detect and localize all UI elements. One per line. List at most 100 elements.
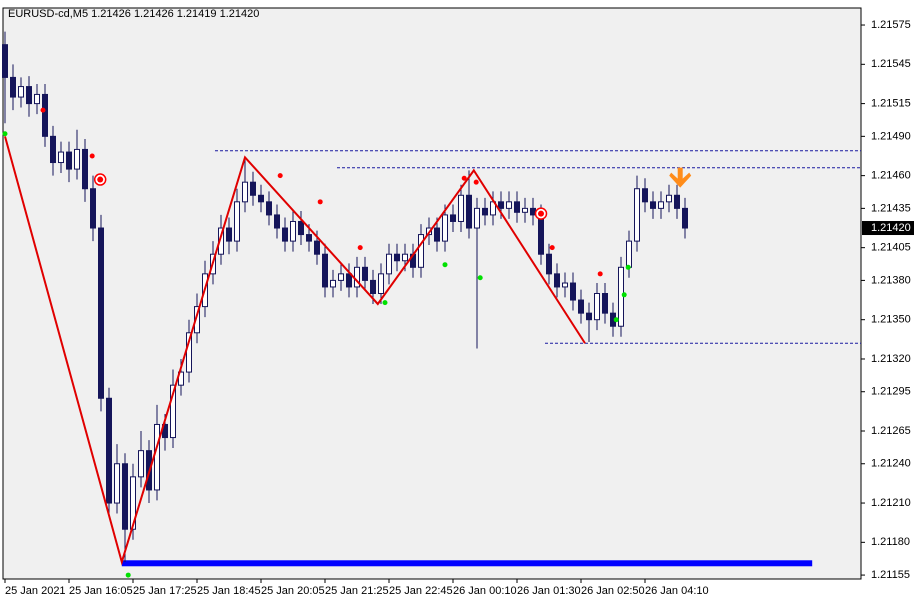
y-tick-label: 1.21380 [871, 274, 911, 286]
candle-body [242, 181, 248, 203]
candle-body [106, 397, 112, 504]
target-dot [538, 210, 544, 217]
candle-body [74, 148, 80, 170]
candle-body [66, 151, 72, 170]
candle-body [266, 201, 272, 216]
y-tick-label: 1.21545 [871, 58, 911, 70]
x-tick-label: 25 Jan 20:05 [261, 585, 325, 597]
buy-dot [442, 262, 448, 268]
candle-body [530, 207, 536, 216]
y-tick-label: 1.21295 [871, 386, 911, 398]
x-tick-label: 26 Jan 04:10 [645, 585, 709, 597]
candle-body [434, 227, 440, 242]
candle-body [58, 151, 64, 164]
candle-body [386, 253, 392, 275]
x-tick-label: 26 Jan 01:30 [517, 585, 581, 597]
candle-body [346, 273, 352, 288]
candle-body [274, 214, 280, 229]
zigzag-line [4, 136, 586, 566]
y-tick-label: 1.21265 [871, 425, 911, 437]
candle-body [26, 86, 32, 105]
x-tick-label: 25 Jan 17:25 [133, 585, 197, 597]
candle-body [450, 214, 456, 222]
candle-body [322, 253, 328, 288]
sell-dot [40, 107, 46, 113]
candle-body [130, 476, 136, 530]
y-tick-label: 1.21490 [871, 130, 911, 142]
sell-dot [277, 173, 283, 179]
candle-body [298, 220, 304, 236]
signal-arrow [669, 167, 692, 188]
candle-body [338, 273, 344, 281]
candle-body [90, 188, 96, 229]
candle-body [290, 220, 296, 242]
candle-body [370, 279, 376, 294]
x-tick-label: 26 Jan 02:50 [581, 585, 645, 597]
candle-body [250, 181, 256, 196]
sell-dot [89, 153, 95, 159]
y-tick-label: 1.21155 [871, 569, 910, 581]
candle-body [466, 194, 472, 229]
candle-body [538, 214, 544, 255]
sell-dot [549, 245, 555, 251]
candle-body [442, 214, 448, 242]
candle-body [594, 293, 600, 321]
y-tick-label: 1.21575 [871, 19, 911, 31]
candle-body [42, 93, 48, 137]
candle-body [50, 135, 56, 164]
candle-body [562, 282, 568, 288]
candle-body [578, 299, 584, 314]
candle-body [282, 227, 288, 242]
y-tick-label: 1.21435 [871, 202, 911, 214]
candle-body [194, 306, 200, 334]
y-tick-label: 1.21405 [871, 242, 911, 254]
candle-body [362, 266, 368, 281]
candle-body [234, 201, 240, 242]
candle-body [682, 207, 688, 229]
candle-body [458, 194, 464, 222]
candle-body [314, 240, 320, 255]
candle-body [10, 76, 16, 98]
support-bar [121, 560, 813, 567]
candle-body [498, 201, 504, 209]
candle-body [474, 207, 480, 229]
candle-body [506, 201, 512, 209]
candle-body [170, 384, 176, 439]
buy-dot [382, 300, 388, 306]
buy-dot [125, 572, 131, 578]
candle-body [514, 201, 520, 213]
candle-body [154, 423, 160, 491]
candle-body [18, 86, 24, 98]
buy-dot [613, 317, 619, 323]
candle-body [626, 240, 632, 268]
x-tick-label: 25 Jan 2021 [5, 585, 66, 597]
candle-body [378, 273, 384, 294]
candle-body [82, 148, 88, 190]
candle-body [482, 207, 488, 216]
y-tick-label: 1.21350 [871, 314, 911, 326]
target-dot [97, 176, 104, 183]
candle-body [554, 273, 560, 288]
price-tag [862, 221, 914, 236]
x-tick-label: 26 Jan 00:10 [453, 585, 517, 597]
candle-body [2, 44, 8, 78]
candle-body [258, 194, 264, 203]
x-tick-label: 25 Jan 22:45 [389, 585, 453, 597]
y-tick-label: 1.21240 [871, 458, 911, 470]
candle-body [642, 188, 648, 203]
x-tick-label: 25 Jan 16:05 [69, 585, 133, 597]
candle-body [634, 188, 640, 242]
candle-body [394, 253, 400, 262]
candle-body [226, 227, 232, 242]
buy-dot [2, 131, 8, 137]
candle-body [546, 253, 552, 275]
candle-body [330, 279, 336, 288]
candle-body [650, 201, 656, 209]
sell-dot [461, 175, 467, 181]
candle-body [114, 463, 120, 504]
chart-title: EURUSD-cd,M5 1.21426 1.21426 1.21419 1.2… [8, 8, 259, 20]
buy-dot [621, 292, 627, 298]
x-tick-label: 25 Jan 21:25 [325, 585, 389, 597]
candle-body [602, 293, 608, 314]
